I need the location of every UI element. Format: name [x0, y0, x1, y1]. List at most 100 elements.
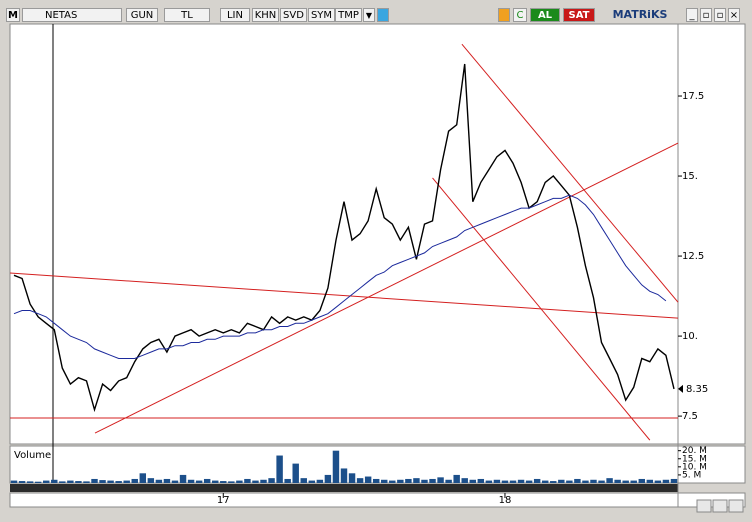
volume-bar — [461, 478, 468, 483]
buy-button[interactable]: AL — [530, 8, 560, 22]
volume-bar — [179, 474, 187, 483]
volume-bar — [236, 480, 243, 483]
y-tick-label: 10. — [682, 331, 698, 342]
volume-bar — [51, 479, 58, 483]
volume-title: Volume — [14, 450, 51, 461]
y-tick-label: 17.5 — [682, 91, 704, 102]
volume-bar — [10, 480, 18, 483]
window-button[interactable]: ▫ — [700, 8, 712, 22]
x-tick-label: 17 — [217, 495, 230, 506]
volume-bar — [131, 478, 138, 483]
volume-bar — [606, 478, 613, 483]
volume-bar — [91, 478, 98, 483]
volume-bar — [284, 478, 291, 483]
toolbar-button[interactable]: TMP — [335, 8, 362, 22]
scrollbar[interactable] — [10, 484, 678, 492]
dropdown-arrow[interactable]: ▼ — [363, 8, 375, 22]
volume-bar — [493, 479, 501, 483]
volume-bar — [509, 480, 517, 483]
volume-bar — [389, 480, 396, 483]
volume-bar — [292, 463, 299, 483]
volume-bar — [558, 479, 565, 483]
volume-bar — [541, 480, 549, 483]
volume-bar — [123, 480, 130, 483]
volume-bar — [517, 479, 525, 483]
volume-bar — [195, 480, 203, 483]
window-button[interactable]: _ — [686, 8, 698, 22]
volume-bar — [83, 481, 90, 483]
volume-bar — [413, 478, 420, 483]
y-tick-label: 12.5 — [682, 251, 704, 262]
volume-bar — [533, 478, 541, 483]
volume-bar — [646, 479, 654, 483]
icon[interactable] — [498, 8, 510, 22]
sell-button[interactable]: SAT — [563, 8, 595, 22]
nav-button[interactable] — [696, 499, 712, 513]
brand-logo: MATRiKS — [612, 8, 668, 21]
volume-bar — [99, 480, 106, 483]
volume-bar — [381, 479, 388, 483]
volume-bar — [34, 481, 42, 483]
volume-bar — [324, 474, 332, 483]
volume-bar — [437, 477, 444, 483]
volume-bar — [244, 478, 251, 483]
volume-bar — [260, 479, 267, 483]
currency-button[interactable]: TL — [164, 8, 210, 22]
volume-bar — [147, 478, 155, 483]
volume-bar — [405, 478, 412, 483]
toolbar-button[interactable]: SYM — [308, 8, 335, 22]
volume-bar — [485, 480, 493, 483]
y-tick-label: 7.5 — [682, 411, 698, 422]
nav-button[interactable] — [712, 499, 728, 513]
volume-bar — [26, 481, 34, 483]
toolbar-button[interactable]: SVD — [280, 8, 307, 22]
window-button[interactable]: ▫ — [714, 8, 726, 22]
volume-bar — [203, 478, 211, 483]
last-price-marker — [678, 384, 683, 393]
volume-bar — [654, 480, 662, 483]
scale-button[interactable]: LIN — [220, 8, 250, 22]
volume-bar — [268, 478, 275, 483]
volume-bar — [107, 480, 114, 483]
volume-bar — [220, 481, 227, 483]
twitter-icon[interactable] — [377, 8, 389, 22]
volume-bar — [18, 481, 26, 483]
symbol-box[interactable]: NETAS — [22, 8, 122, 22]
x-tick-label: 18 — [499, 495, 512, 506]
price-panel — [9, 23, 746, 445]
volume-bar — [67, 480, 74, 483]
volume-bar — [590, 479, 597, 483]
toolbar-button[interactable]: KHN — [252, 8, 279, 22]
volume-bar — [397, 479, 404, 483]
trend-line — [461, 43, 679, 303]
menu-button[interactable]: M — [6, 8, 20, 22]
volume-bar — [212, 480, 219, 483]
nav-button[interactable] — [728, 499, 744, 513]
volume-bar — [364, 476, 372, 483]
volume-bar — [525, 480, 533, 483]
last-price-label: 8.35 — [686, 384, 708, 395]
price-line — [13, 194, 667, 359]
date-axis — [9, 492, 746, 508]
y-tick-label: 15. — [682, 171, 698, 182]
trend-line — [9, 272, 679, 319]
volume-bar — [630, 480, 637, 483]
volume-bar — [670, 478, 678, 483]
y-tick-label: 15. M — [682, 454, 707, 464]
volume-bar — [638, 478, 646, 483]
icon[interactable]: C — [513, 8, 527, 22]
volume-panel — [9, 445, 746, 484]
volume-bar — [42, 480, 50, 483]
volume-bar — [550, 481, 557, 483]
volume-bar — [477, 478, 485, 483]
volume-bar — [469, 479, 476, 483]
volume-bar — [622, 480, 629, 483]
trend-line — [432, 177, 651, 441]
price-line — [13, 63, 675, 413]
volume-bar — [171, 480, 179, 483]
period-button[interactable]: GUN — [126, 8, 158, 22]
y-tick-label: 5. M — [682, 470, 701, 480]
window-button[interactable]: × — [728, 8, 740, 22]
volume-bar — [115, 481, 122, 483]
